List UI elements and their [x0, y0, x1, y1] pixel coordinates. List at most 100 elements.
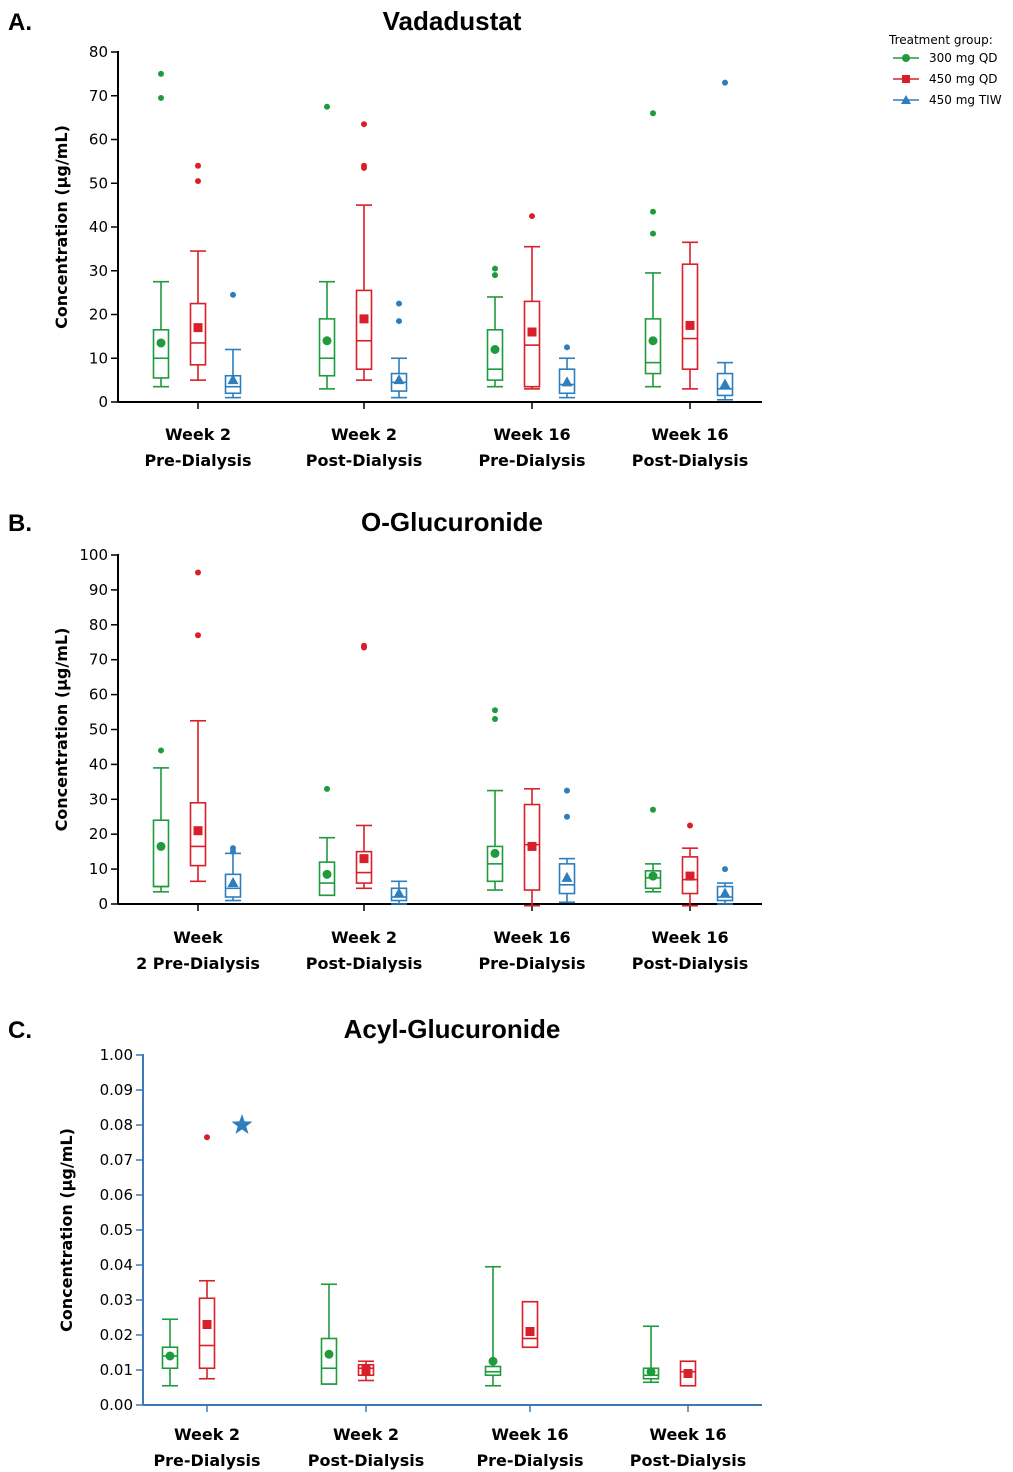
box-300-mg-qd — [644, 110, 662, 388]
box-450-mg-tiw — [224, 291, 242, 399]
box-300-mg-qd — [161, 1318, 179, 1387]
outlier-point — [722, 79, 728, 86]
outlier-point — [230, 291, 236, 298]
y-tick-label: 40 — [89, 218, 108, 236]
outlier-point — [650, 230, 656, 237]
y-tick-label: 50 — [89, 721, 108, 739]
chart-title: Acyl-Glucuronide — [344, 1014, 561, 1044]
mean-marker — [561, 376, 573, 387]
box-450-mg-qd — [189, 162, 207, 381]
outlier-point — [529, 213, 535, 220]
mean-marker — [683, 1369, 693, 1378]
y-tick-label: 0.06 — [100, 1186, 133, 1204]
x-tick-label: Post-Dialysis — [630, 1451, 747, 1470]
legend-label: 450 mg TIW — [929, 93, 1002, 107]
mean-marker — [561, 871, 573, 882]
star-marker — [231, 1114, 253, 1134]
panel-acyl-glucuronide: C. Acyl-Glucuronide 0.00 0.01 0.02 0.03 0.04 0.… — [8, 1014, 762, 1470]
mean-marker — [227, 877, 239, 888]
outlier-point — [396, 318, 402, 325]
box-450-mg-qd — [189, 569, 207, 883]
mean-marker — [490, 345, 500, 354]
box-300-mg-qd — [318, 785, 336, 897]
y-tick-label: 10 — [89, 349, 108, 367]
y-tick-label: 90 — [89, 581, 108, 599]
mean-marker — [359, 854, 369, 864]
iqr-box — [152, 329, 170, 379]
box-450-mg-tiw — [231, 1114, 253, 1134]
legend-label: 450 mg QD — [929, 72, 998, 86]
x-tick-label: Post-Dialysis — [632, 451, 749, 470]
chart-title: Vadadustat — [383, 6, 522, 36]
y-tick-label: 0 — [98, 895, 108, 913]
x-tick-label: Week 2 — [331, 425, 397, 444]
outlier-point — [324, 103, 330, 110]
x-tick-label: Week 16 — [493, 425, 570, 444]
outlier-point — [158, 70, 164, 77]
box-450-mg-qd — [681, 241, 699, 390]
y-tick-label: 30 — [89, 790, 108, 808]
box-450-mg-tiw — [716, 79, 734, 401]
box-450-mg-tiw — [390, 880, 408, 905]
mean-marker — [648, 871, 658, 881]
outlier-point — [492, 716, 498, 723]
y-tick-label: 0.02 — [100, 1326, 133, 1344]
x-tick-label: Week 16 — [651, 425, 728, 444]
y-tick-label: 80 — [89, 43, 108, 61]
box-300-mg-qd — [486, 265, 504, 388]
iqr-box — [152, 819, 170, 888]
iqr-box — [320, 1337, 338, 1385]
iqr-box — [523, 300, 541, 388]
mean-marker — [322, 869, 332, 879]
mean-marker — [685, 871, 695, 881]
mean-marker — [193, 826, 203, 836]
outlier-point — [195, 178, 201, 185]
box-300-mg-qd — [484, 1265, 502, 1387]
y-tick-label: 0.07 — [100, 1151, 133, 1169]
y-tick-label: 0.09 — [100, 1081, 133, 1099]
mean-marker — [359, 314, 369, 324]
x-tick-label: Post-Dialysis — [632, 954, 749, 973]
iqr-box — [318, 318, 336, 377]
box-450-mg-qd — [679, 1360, 697, 1387]
box-450-mg-qd — [521, 1300, 539, 1349]
y-tick-label: 10 — [89, 860, 108, 878]
box-450-mg-tiw — [390, 300, 408, 399]
y-tick-label: 0.00 — [100, 1396, 133, 1414]
outlier-point — [564, 813, 570, 820]
mean-marker — [719, 378, 731, 389]
mean-marker — [361, 1365, 371, 1375]
mean-marker — [202, 1320, 212, 1329]
mean-marker — [322, 336, 332, 346]
mean-marker — [490, 848, 500, 858]
y-tick-label: 20 — [89, 825, 108, 843]
box-450-mg-qd — [355, 642, 373, 890]
mean-marker — [324, 1349, 334, 1359]
x-tick-label: Week 16 — [651, 928, 728, 947]
outlier-point — [564, 344, 570, 351]
y-tick-label: 80 — [89, 616, 108, 634]
outlier-point — [396, 300, 402, 307]
mean-marker — [393, 374, 405, 385]
mean-marker — [527, 327, 537, 337]
outlier-point — [361, 121, 367, 128]
x-tick-label: Week 2 — [331, 928, 397, 947]
panel-label: C. — [8, 1017, 32, 1044]
y-tick-label: 0.05 — [100, 1221, 133, 1239]
box-300-mg-qd — [642, 1325, 660, 1384]
box-450-mg-qd — [198, 1134, 216, 1380]
iqr-box — [521, 1300, 539, 1349]
box-300-mg-qd — [318, 103, 336, 390]
mean-marker — [685, 320, 695, 330]
outlier-point — [564, 787, 570, 794]
mean-marker — [393, 887, 405, 898]
legend-item-300mg-qd: 300 mg QD — [893, 51, 998, 65]
y-tick-label: 70 — [89, 87, 108, 105]
y-tick-label: 0.08 — [100, 1116, 133, 1134]
outlier-point — [158, 94, 164, 101]
box-450-mg-tiw — [224, 845, 242, 902]
mean-marker — [525, 1327, 535, 1336]
legend-title: Treatment group: — [888, 33, 993, 47]
x-tick-label: Week — [173, 928, 223, 947]
y-tick-label: 0.04 — [100, 1256, 133, 1274]
